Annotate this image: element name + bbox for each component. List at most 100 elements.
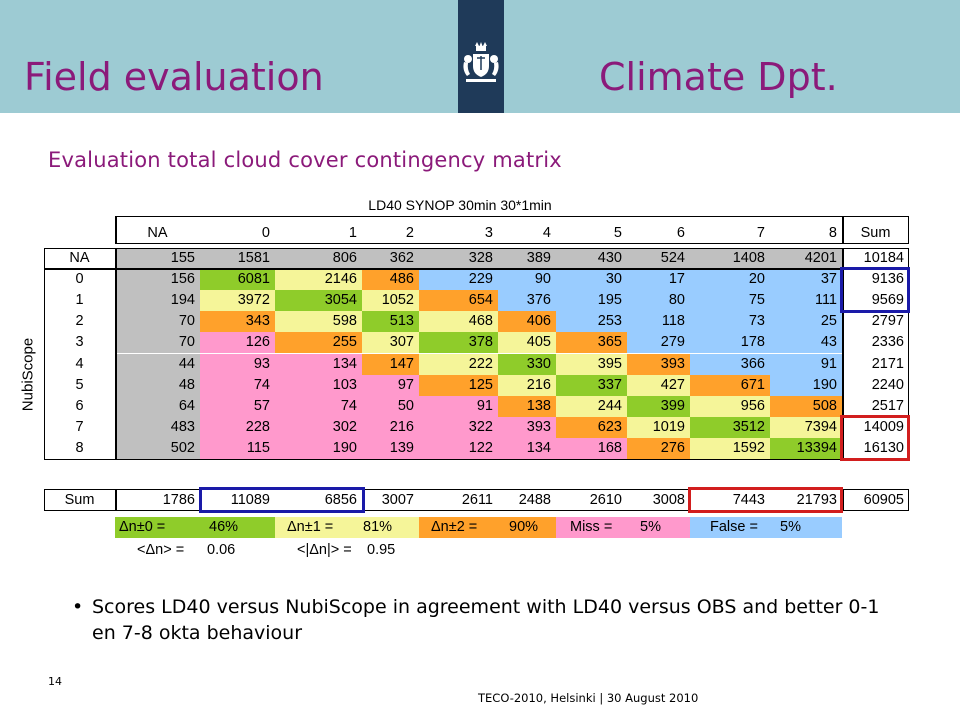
slide-subtitle: Evaluation total cloud cover contingency… [48,148,562,172]
row-label: 2 [75,313,84,330]
table-cell: 302 [275,416,362,438]
column-header: 5 [613,225,622,241]
stat-delta0: Δn±0 = 46% [115,517,275,538]
table-cell: 73 [690,311,770,333]
sum-cell: 2610 [589,492,622,508]
table-cell: 337 [556,374,627,396]
table-cell: 30 [556,269,627,291]
bullet-text: Scores LD40 versus NubiScope in agreemen… [92,596,880,644]
table-cell: 362 [362,248,419,270]
table-cell: 44 [115,353,200,375]
stat-miss-label: Miss = [570,519,613,535]
stat-mean-value: 0.06 [207,542,236,558]
column-header: 4 [542,225,551,241]
table-cell: 43 [770,332,842,354]
table-cell: 524 [627,248,690,270]
table-cell: 13394 [770,437,842,459]
table-cell: 156 [115,269,200,291]
table-cell: 1052 [362,290,419,312]
table-cell: 139 [362,437,419,459]
stat-delta2: Δn±2 = 90% [419,517,556,538]
stat-delta1-value: 81% [363,519,393,535]
table-cell: 70 [115,332,200,354]
table-cell: 328 [419,248,498,270]
table-cell: 111 [770,290,842,312]
table-cell: 365 [556,332,627,354]
table-cell: 508 [770,395,842,417]
table-cell: 513 [362,311,419,333]
table-cell: 2171 [842,353,909,375]
table-cell: 57 [200,395,275,417]
table-cell: 395 [556,353,627,375]
table-cell: 229 [419,269,498,291]
table-cell: 178 [690,332,770,354]
stat-false-label: False = [710,519,758,535]
table-cell: 1592 [690,437,770,459]
table-cell: 126 [200,332,275,354]
table-cell: 17 [627,269,690,291]
table-cell: 378 [419,332,498,354]
table-cell: 70 [115,311,200,333]
stat-miss-value: 5% [640,519,661,535]
table-cell: 48 [115,374,200,396]
page-title: Field evaluation [24,55,324,99]
table-cell: 155 [115,248,200,270]
sum-cell: 60905 [863,492,904,508]
stat-mean-label: <Δn> = [137,542,185,558]
stat-delta0-label: Δn±0 = [119,519,166,535]
table-cell: 91 [419,395,498,417]
stat-delta0-value: 46% [209,519,239,535]
sum-cell: 21793 [796,492,837,508]
sum-cell: 3008 [652,492,685,508]
stat-delta2-label: Δn±2 = [431,519,478,535]
y-axis-label: NubiScope [19,337,37,412]
table-cell: 330 [498,353,556,375]
table-cell: 806 [275,248,362,270]
table-cell: 190 [275,437,362,459]
table-cell: 253 [556,311,627,333]
table-cell: 80 [627,290,690,312]
stat-delta1: Δn±1 = 81% [275,517,419,538]
table-cell: 222 [419,353,498,375]
table-cell: 14009 [842,416,909,438]
footer-text: TECO-2010, Helsinki | 30 August 2010 [478,691,699,705]
stat-false-value: 5% [780,519,801,535]
stat-miss: Miss = 5% [556,517,690,538]
table-caption: LD40 SYNOP 30min 30*1min [368,197,552,213]
table-cell: 393 [498,416,556,438]
table-cell: 64 [115,395,200,417]
stat-delta1-label: Δn±1 = [287,519,334,535]
table-cell: 2517 [842,395,909,417]
row-label: 5 [75,376,84,393]
stat-abs-mean-value: 0.95 [367,542,396,558]
table-cell: 322 [419,416,498,438]
table-cell: 75 [690,290,770,312]
stat-abs-mean-label: <|Δn|> = [297,542,352,558]
table-cell: 93 [200,353,275,375]
column-header: 1 [348,225,357,241]
department-title: Climate Dpt. [599,55,838,99]
table-cell: 2240 [842,374,909,396]
column-header: 0 [261,225,270,241]
table-cell: 216 [362,416,419,438]
table-cell: 7394 [770,416,842,438]
row-label: 3 [75,334,84,351]
sum-cell: 2488 [518,492,551,508]
table-cell: 216 [498,374,556,396]
table-cell: 37 [770,269,842,291]
sum-cell: 1786 [162,492,195,508]
column-header: 8 [828,225,837,241]
row-label: 1 [75,292,84,309]
table-cell: 2336 [842,332,909,354]
column-header: 3 [484,225,493,241]
table-cell: 194 [115,290,200,312]
row-label: 8 [75,439,84,456]
table-cell: 502 [115,437,200,459]
table-cell: 134 [275,353,362,375]
table-cell: 393 [627,353,690,375]
table-cell: 90 [498,269,556,291]
table-cell: 279 [627,332,690,354]
table-cell: 74 [200,374,275,396]
table-cell: 74 [275,395,362,417]
table-cell: 598 [275,311,362,333]
